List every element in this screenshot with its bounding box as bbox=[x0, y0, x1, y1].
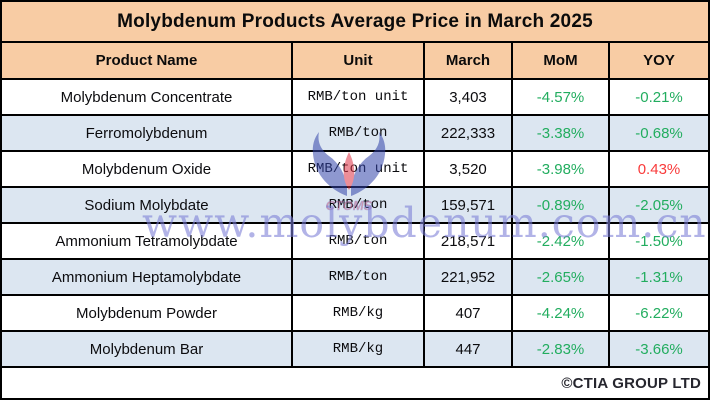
product-name-cell: Sodium Molybdate bbox=[2, 188, 293, 222]
mom-cell: -2.65% bbox=[513, 260, 610, 294]
unit-cell: RMB/ton bbox=[293, 116, 425, 150]
copyright-text: ©CTIA GROUP LTD bbox=[561, 374, 701, 392]
march-price-cell: 159,571 bbox=[425, 188, 513, 222]
col-header-yoy: YOY bbox=[643, 52, 675, 69]
product-name-cell: Ammonium Tetramolybdate bbox=[2, 224, 293, 258]
product-name-cell: Molybdenum Concentrate bbox=[2, 80, 293, 114]
march-price-cell: 407 bbox=[425, 296, 513, 330]
footer: ©CTIA GROUP LTD bbox=[2, 368, 708, 398]
march-price-cell: 222,333 bbox=[425, 116, 513, 150]
table-row: Molybdenum Powder RMB/kg 407 -4.24% -6.2… bbox=[2, 296, 708, 332]
unit-cell: RMB/kg bbox=[293, 296, 425, 330]
col-header-mom: MoM bbox=[513, 43, 610, 78]
march-price-cell: 218,571 bbox=[425, 224, 513, 258]
unit-cell: RMB/ton bbox=[293, 260, 425, 294]
mom-cell: -3.38% bbox=[513, 116, 610, 150]
mom-cell: -4.57% bbox=[513, 80, 610, 114]
table-body: Molybdenum Concentrate RMB/ton unit 3,40… bbox=[2, 80, 708, 368]
product-name-cell: Ferromolybdenum bbox=[2, 116, 293, 150]
table-row: Molybdenum Concentrate RMB/ton unit 3,40… bbox=[2, 80, 708, 116]
header-row: Product Name Unit March MoM YOY bbox=[2, 43, 708, 80]
table-title: Molybdenum Products Average Price in Mar… bbox=[2, 2, 708, 43]
col-header-product: Product Name bbox=[2, 43, 293, 78]
mom-cell: -3.98% bbox=[513, 152, 610, 186]
unit-cell: RMB/ton unit bbox=[293, 152, 425, 186]
table-row: Molybdenum Bar RMB/kg 447 -2.83% -3.66% bbox=[2, 332, 708, 368]
mom-cell: -2.42% bbox=[513, 224, 610, 258]
yoy-cell: 0.43% bbox=[637, 160, 681, 178]
yoy-cell: -0.21% bbox=[635, 88, 683, 106]
table-row: Ferromolybdenum RMB/ton 222,333 -3.38% -… bbox=[2, 116, 708, 152]
yoy-cell: -2.05% bbox=[635, 196, 683, 214]
table-row: Ammonium Tetramolybdate RMB/ton 218,571 … bbox=[2, 224, 708, 260]
mom-cell: -4.24% bbox=[513, 296, 610, 330]
product-name-cell: Molybdenum Oxide bbox=[2, 152, 293, 186]
march-price-cell: 3,403 bbox=[425, 80, 513, 114]
yoy-cell: -1.50% bbox=[635, 232, 683, 250]
product-name-cell: Molybdenum Powder bbox=[2, 296, 293, 330]
march-price-cell: 447 bbox=[425, 332, 513, 366]
yoy-cell: -0.68% bbox=[635, 124, 683, 142]
unit-cell: RMB/kg bbox=[293, 332, 425, 366]
march-price-cell: 221,952 bbox=[425, 260, 513, 294]
unit-cell: RMB/ton unit bbox=[293, 80, 425, 114]
yoy-cell: -3.66% bbox=[635, 340, 683, 358]
mom-cell: -2.83% bbox=[513, 332, 610, 366]
unit-cell: RMB/ton bbox=[293, 224, 425, 258]
table-row: Ammonium Heptamolybdate RMB/ton 221,952 … bbox=[2, 260, 708, 296]
unit-cell: RMB/ton bbox=[293, 188, 425, 222]
product-name-cell: Molybdenum Bar bbox=[2, 332, 293, 366]
march-price-cell: 3,520 bbox=[425, 152, 513, 186]
col-header-unit: Unit bbox=[293, 43, 425, 78]
product-name-cell: Ammonium Heptamolybdate bbox=[2, 260, 293, 294]
table-row: Molybdenum Oxide RMB/ton unit 3,520 -3.9… bbox=[2, 152, 708, 188]
mom-cell: -0.89% bbox=[513, 188, 610, 222]
table-row: Sodium Molybdate RMB/ton 159,571 -0.89% … bbox=[2, 188, 708, 224]
col-header-march: March bbox=[425, 43, 513, 78]
yoy-cell: -6.22% bbox=[635, 304, 683, 322]
yoy-cell: -1.31% bbox=[635, 268, 683, 286]
